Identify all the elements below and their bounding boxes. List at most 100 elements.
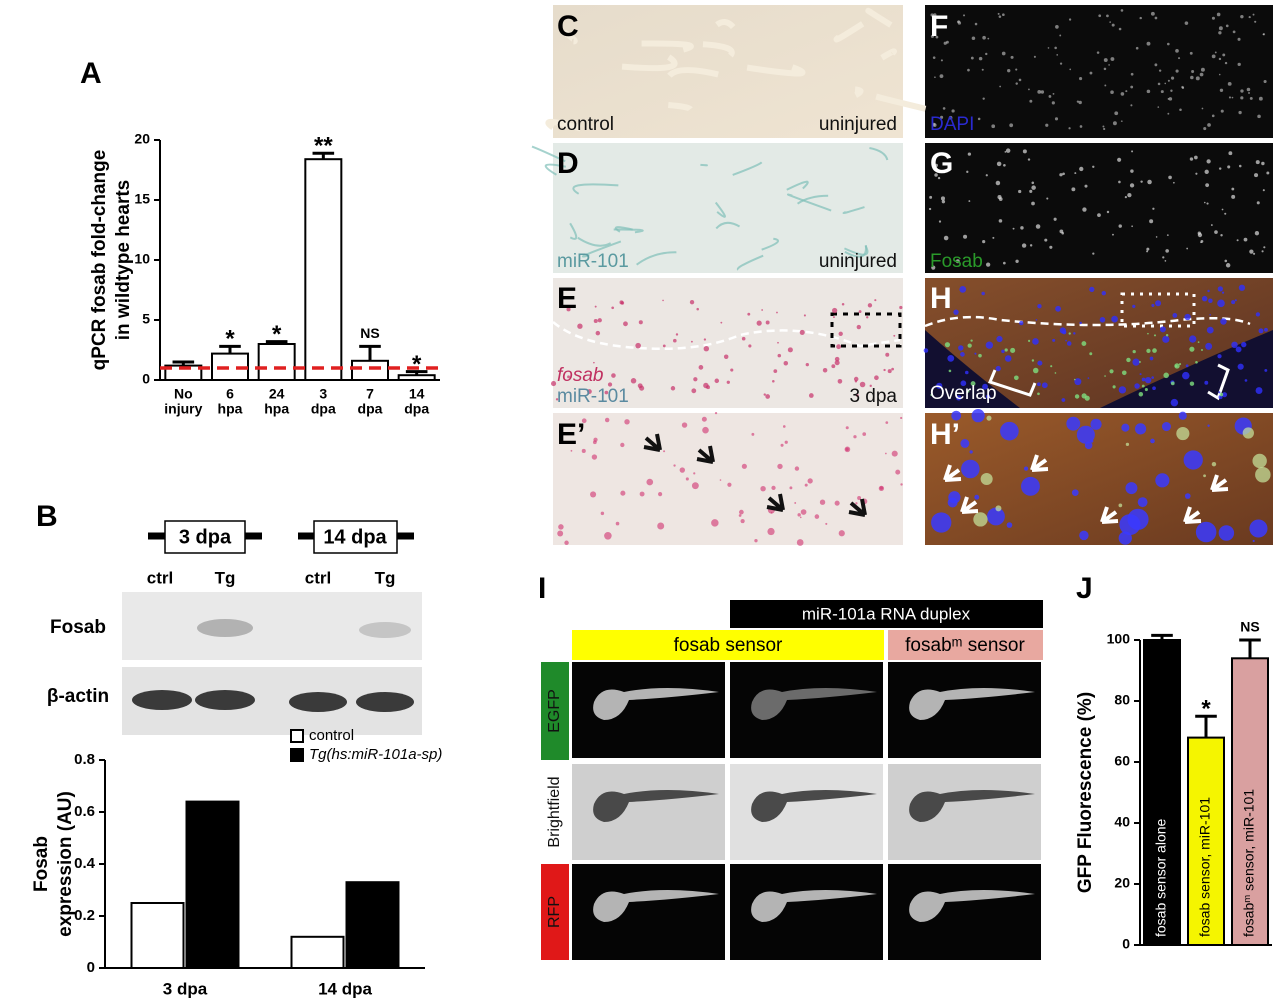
stain	[957, 20, 960, 23]
stain	[900, 416, 903, 420]
stain	[1002, 261, 1006, 265]
stain	[996, 161, 1002, 167]
stain	[1147, 332, 1149, 335]
fish	[751, 890, 877, 922]
stain	[856, 324, 861, 330]
stain	[982, 240, 986, 244]
stain	[646, 478, 654, 486]
stain	[1110, 57, 1115, 61]
stain	[1097, 213, 1101, 217]
y-tick-label: 0	[87, 959, 95, 976]
stain	[991, 124, 996, 129]
stain	[934, 76, 936, 78]
arrow	[1210, 474, 1229, 492]
x-tick-label: hpa	[264, 401, 289, 417]
stain	[1195, 172, 1198, 175]
fish	[593, 688, 719, 720]
stain	[772, 380, 775, 383]
y-tick-label: 5	[142, 311, 150, 327]
micrograph-label: fosab	[557, 365, 603, 386]
stain	[932, 56, 936, 59]
stain	[624, 419, 630, 425]
stain	[1031, 359, 1035, 362]
stain	[1168, 97, 1173, 101]
stain	[1161, 422, 1171, 432]
stain	[845, 426, 849, 430]
stain	[986, 415, 992, 421]
stain	[1022, 149, 1027, 154]
stain	[1166, 234, 1169, 236]
stain	[1134, 423, 1147, 435]
stain	[1076, 100, 1080, 103]
stain	[797, 513, 801, 517]
stain	[1132, 358, 1140, 366]
stain	[1118, 224, 1122, 228]
stain	[1197, 341, 1200, 344]
y-axis-label: GFP Fluorescence (%)	[1075, 692, 1096, 893]
stain	[619, 300, 624, 305]
stain	[1183, 450, 1203, 470]
stain	[1255, 387, 1263, 395]
stain	[739, 509, 744, 515]
x-tick-label: 3 dpa	[163, 979, 208, 998]
legend-swatch	[290, 729, 304, 743]
fiber	[869, 147, 889, 161]
stain	[1004, 355, 1012, 362]
stain	[1073, 332, 1076, 335]
stain	[940, 196, 946, 201]
stain	[771, 485, 776, 491]
stain	[899, 305, 903, 310]
stain	[1238, 164, 1242, 168]
y-tick-label: 0	[1122, 936, 1130, 952]
arrow	[1183, 506, 1202, 524]
micrograph-label: Overlap	[930, 383, 997, 404]
stain	[859, 381, 866, 388]
stain	[1174, 365, 1178, 368]
micrograph-label: 3 dpa	[849, 386, 897, 407]
micrograph-label: control	[557, 114, 614, 135]
inset-box	[830, 312, 902, 348]
stain	[857, 496, 862, 500]
stain	[1009, 123, 1014, 128]
stain	[942, 107, 946, 110]
stain	[938, 220, 942, 223]
legend-label: Tg(hs:miR-101a-sp)	[309, 746, 442, 763]
stain	[1020, 226, 1024, 230]
panel-label: G	[930, 147, 953, 180]
stain	[803, 314, 806, 317]
stain	[1119, 514, 1141, 536]
stain	[885, 352, 890, 357]
stain	[557, 530, 564, 537]
stain	[1037, 89, 1042, 94]
stain	[1037, 392, 1040, 396]
construct-label: fosabᵐ sensor	[905, 635, 1025, 656]
x-tick-label: 6	[226, 386, 234, 402]
fiber	[668, 102, 693, 112]
stain	[825, 522, 828, 525]
fiber	[875, 93, 927, 112]
stain	[1207, 123, 1211, 127]
stain	[670, 386, 676, 391]
stain	[932, 123, 937, 128]
blot-band	[289, 692, 347, 712]
stain	[978, 56, 983, 61]
stain	[958, 345, 964, 351]
legend-label: control	[309, 727, 354, 744]
fish	[909, 688, 1035, 720]
stain	[1059, 229, 1064, 234]
stain	[1234, 299, 1237, 302]
stain	[570, 449, 573, 452]
stain	[930, 13, 934, 17]
stain	[1248, 91, 1250, 94]
stain	[1138, 392, 1144, 397]
stain	[595, 330, 601, 336]
stain	[1071, 187, 1076, 192]
stain	[1165, 334, 1169, 337]
channel-tag	[541, 764, 569, 860]
stain	[1249, 249, 1254, 254]
stain	[577, 323, 583, 329]
stain	[1021, 243, 1027, 248]
blot-band	[195, 690, 255, 710]
stain	[1207, 424, 1210, 427]
stain	[1129, 183, 1135, 188]
